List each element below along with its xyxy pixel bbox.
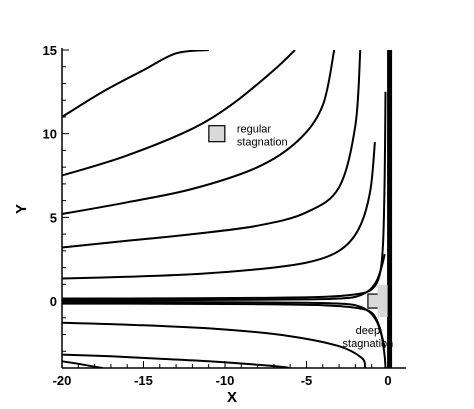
- regular-stagnation-label: regular: [237, 124, 272, 136]
- streamline-5: [62, 142, 376, 280]
- streamline-11: [62, 353, 290, 368]
- deep-stagnation-region: [377, 285, 388, 318]
- regular-stagnation-marker: [208, 125, 226, 143]
- deep-stagnation-label: deep: [356, 325, 380, 337]
- streamline-7: [62, 253, 386, 302]
- x-tick-label: 0: [384, 373, 391, 388]
- streamline-6: [62, 91, 387, 300]
- x-tick-label: -5: [301, 373, 313, 388]
- streamline-3: [62, 50, 336, 215]
- streamline-12: [62, 360, 103, 368]
- y-tick-label: 0: [50, 294, 57, 309]
- x-tick-label: -10: [216, 373, 235, 388]
- streamline-2: [62, 50, 296, 177]
- deep-stagnation-label: stagnation: [343, 338, 394, 350]
- y-tick-label: 10: [43, 127, 57, 142]
- streamline-10: [62, 321, 367, 368]
- streamline-9: [62, 302, 387, 368]
- x-axis-title: X: [227, 389, 237, 406]
- x-tick-label: -15: [134, 373, 153, 388]
- y-tick-label: 5: [50, 210, 57, 225]
- y-tick-label: 15: [43, 43, 57, 58]
- x-tick-label: -20: [53, 373, 72, 388]
- regular-stagnation-label: stagnation: [237, 137, 288, 149]
- y-axis-title: Y: [13, 204, 30, 214]
- streamline-1: [62, 50, 209, 118]
- streamline-4: [62, 50, 362, 249]
